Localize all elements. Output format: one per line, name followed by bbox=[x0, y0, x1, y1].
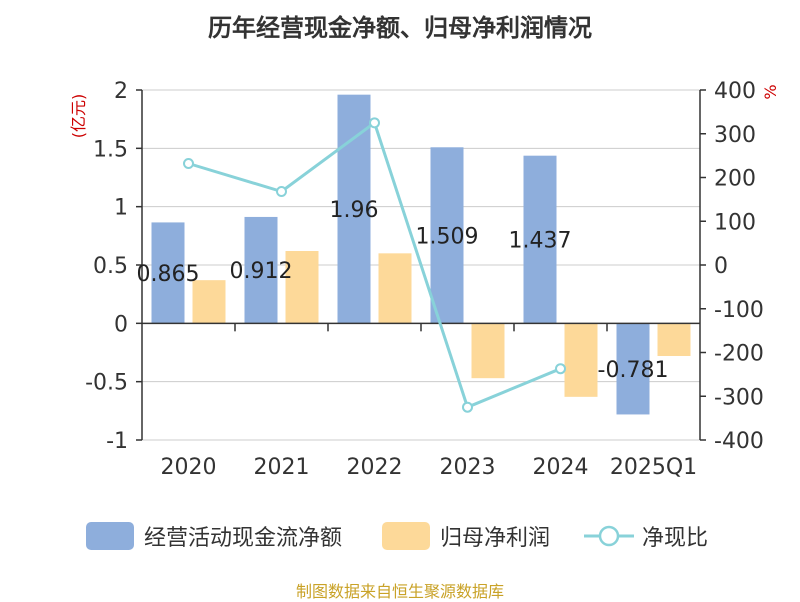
left-tick-label: -1 bbox=[106, 429, 128, 454]
legend-label-ratio: 净现比 bbox=[642, 526, 709, 551]
ratio-point bbox=[183, 158, 194, 169]
left-tick-label: 0 bbox=[114, 312, 128, 337]
ratio-point bbox=[462, 401, 473, 413]
netprofit-bar bbox=[471, 323, 505, 379]
x-tick-label: 2021 bbox=[254, 455, 310, 480]
cashflow-bar bbox=[244, 216, 278, 324]
legend: 经营活动现金流净额 归母净利润 净现比 bbox=[0, 518, 800, 554]
right-tick-label: -400 bbox=[714, 429, 764, 454]
right-tick-label: -300 bbox=[714, 385, 764, 410]
cashflow-bar bbox=[151, 222, 185, 324]
cashflow-data-label: -0.781 bbox=[598, 358, 669, 383]
x-tick-label: 2022 bbox=[347, 455, 403, 480]
cashflow-bar bbox=[430, 147, 464, 324]
netprofit-bar bbox=[657, 323, 691, 356]
left-tick-label: 2 bbox=[114, 79, 128, 104]
left-tick-label: 1 bbox=[114, 196, 128, 221]
right-tick-label: 300 bbox=[714, 123, 756, 148]
left-tick-label: 1.5 bbox=[93, 137, 128, 162]
ratio-line bbox=[183, 117, 566, 413]
cashflow-data-label: 0.912 bbox=[230, 259, 293, 284]
netprofit-bar bbox=[192, 280, 226, 324]
cashflow-data-label: 1.96 bbox=[330, 198, 379, 223]
x-tick-label: 2024 bbox=[533, 455, 589, 480]
right-axis-label: % bbox=[761, 84, 780, 99]
legend-swatch-netprofit bbox=[382, 522, 430, 550]
bars bbox=[151, 94, 691, 415]
source-note: 制图数据来自恒生聚源数据库 bbox=[295, 582, 504, 601]
ratio-point bbox=[555, 363, 566, 375]
data-labels: 0.865 0.912 1.96 1.509 1.437 -0.781 bbox=[137, 198, 669, 383]
axes: -1 -0.5 0 0.5 1 1.5 2 -400 -300 -200 -100 0 100 200 30… bbox=[85, 79, 764, 480]
legend-item-netprofit[interactable]: 归母净利润 bbox=[382, 518, 550, 554]
chart-title: 历年经营现金净额、归母净利润情况 bbox=[208, 14, 592, 42]
right-tick-label: 200 bbox=[714, 167, 756, 192]
x-tick-label: 2020 bbox=[161, 455, 217, 480]
cashflow-bar bbox=[337, 94, 371, 324]
legend-label-netprofit: 归母净利润 bbox=[440, 526, 551, 551]
right-tick-label: -200 bbox=[714, 342, 764, 367]
cashflow-data-label: 1.437 bbox=[509, 229, 572, 254]
cashflow-bar bbox=[616, 323, 650, 415]
netprofit-bar bbox=[285, 251, 319, 324]
right-tick-label: 400 bbox=[714, 79, 756, 104]
right-tick-label: 0 bbox=[714, 254, 728, 279]
right-tick-label: 100 bbox=[714, 210, 756, 235]
x-tick-label: 2023 bbox=[440, 455, 496, 480]
ratio-point bbox=[369, 117, 380, 129]
cashflow-bar bbox=[523, 155, 557, 324]
legend-item-cashflow[interactable]: 经营活动现金流净额 bbox=[86, 518, 342, 554]
legend-label-cashflow: 经营活动现金流净额 bbox=[144, 526, 343, 551]
left-tick-label: -0.5 bbox=[85, 371, 128, 396]
left-tick-label: 0.5 bbox=[93, 254, 128, 279]
legend-swatch-cashflow bbox=[86, 522, 134, 550]
cashflow-data-label: 0.865 bbox=[137, 262, 200, 287]
cashflow-data-label: 1.509 bbox=[416, 224, 479, 249]
netprofit-bar bbox=[564, 323, 598, 397]
left-axis-label: (亿元) bbox=[69, 94, 88, 139]
netprofit-bar bbox=[378, 253, 412, 324]
legend-item-ratio[interactable]: 净现比 bbox=[582, 518, 708, 554]
x-tick-label: 2025Q1 bbox=[610, 455, 697, 480]
legend-swatch-ratio bbox=[584, 525, 634, 547]
ratio-point bbox=[276, 186, 287, 197]
right-tick-label: -100 bbox=[714, 298, 764, 323]
